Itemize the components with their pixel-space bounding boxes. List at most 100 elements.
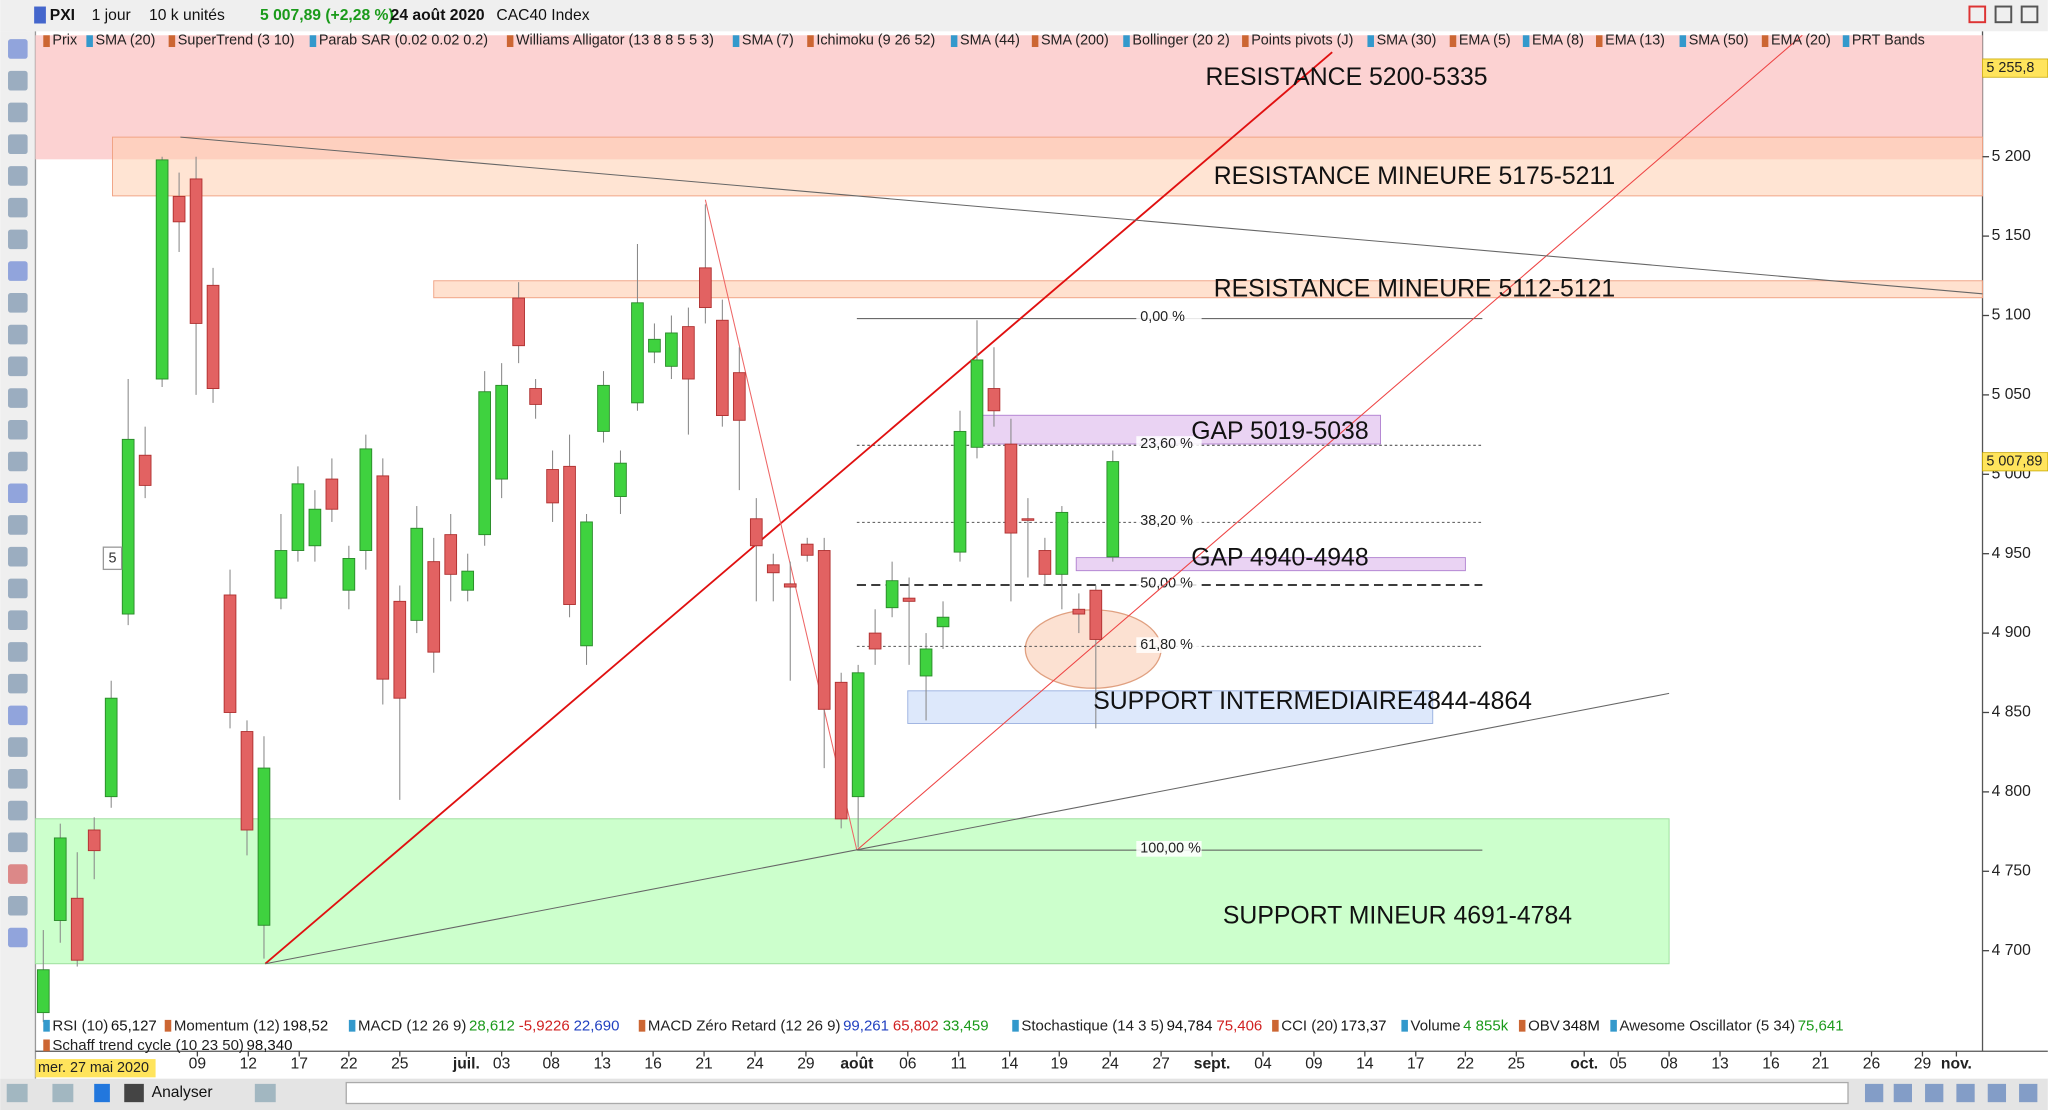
zone-label: RESISTANCE 5200-5335 [1206, 64, 1488, 91]
tool-icon[interactable] [8, 832, 28, 853]
tool-icon[interactable] [8, 864, 28, 884]
bottom-icon[interactable] [1893, 1083, 1912, 1103]
indicator-name[interactable]: SMA (50) [1689, 32, 1749, 48]
tool-icon[interactable] [8, 134, 28, 154]
indicator-name[interactable]: Bollinger (20 2) [1132, 32, 1229, 48]
tool-icon[interactable] [8, 483, 28, 504]
indicator-value: 75,641 [1798, 1017, 1844, 1034]
indicator-name[interactable]: Awesome Oscillator (5 34) [1619, 1017, 1795, 1034]
window-icon[interactable] [1994, 5, 2013, 24]
indicator-name[interactable]: MACD Zéro Retard (12 26 9) [648, 1017, 841, 1034]
indicator-name[interactable]: SMA (30) [1377, 32, 1437, 48]
indicator-name[interactable]: EMA (5) [1459, 32, 1511, 48]
tool-icon[interactable] [8, 197, 28, 218]
analyse-icon[interactable] [124, 1083, 144, 1103]
tool-icon[interactable] [8, 324, 28, 345]
candle-body [87, 829, 101, 852]
toolbar-period[interactable]: 1 jour [92, 7, 131, 24]
indicator-name[interactable]: Volume [1411, 1017, 1461, 1034]
tool-icon[interactable] [8, 293, 28, 313]
tool-icon[interactable] [8, 800, 28, 821]
bottom-icon[interactable] [52, 1083, 74, 1103]
x-tick-label: 14 [1001, 1055, 1019, 1072]
tool-icon[interactable] [8, 578, 28, 599]
tool-icon[interactable] [8, 70, 28, 91]
indicator-name[interactable]: Momentum (12) [174, 1017, 280, 1034]
indicator-name[interactable]: Ichimoku (9 26 52) [816, 32, 935, 48]
indicator-name[interactable]: OBV [1528, 1017, 1560, 1034]
candle-body [783, 583, 797, 588]
bottom-icon[interactable] [254, 1083, 276, 1103]
tool-icon[interactable] [8, 642, 28, 662]
tool-icon[interactable] [8, 673, 28, 694]
y-tick-label: 5 200 [1992, 148, 2031, 165]
indicator-name[interactable]: Prix [52, 32, 78, 48]
indicator-name[interactable]: EMA (20) [1771, 32, 1831, 48]
indicator-swatch [1401, 1019, 1408, 1032]
x-tick-label: 09 [189, 1055, 206, 1072]
tool-icon[interactable] [8, 166, 28, 186]
indicator-name[interactable]: Schaff trend cycle (10 23 50) [52, 1037, 244, 1054]
tool-icon[interactable] [8, 261, 28, 281]
x-tick-label: nov. [1941, 1055, 1972, 1072]
analyse-icon[interactable] [94, 1083, 110, 1103]
analyse-button[interactable]: Analyser [152, 1084, 213, 1101]
indicator-name[interactable]: RSI (10) [52, 1017, 108, 1034]
indicator-name[interactable]: CCI (20) [1281, 1017, 1338, 1034]
indicator-name[interactable]: PRT Bands [1852, 32, 1925, 48]
window-icon[interactable] [1968, 5, 1987, 24]
bottom-icon[interactable] [1987, 1083, 2007, 1103]
bottom-icon[interactable] [1864, 1083, 1884, 1103]
window-icon[interactable] [2020, 5, 2039, 24]
x-tick-label: 13 [593, 1055, 611, 1072]
tool-icon[interactable] [8, 705, 28, 726]
tool-icon[interactable] [8, 419, 28, 440]
trend-line [265, 692, 1670, 965]
indicator-name[interactable]: SuperTrend (3 10) [178, 32, 295, 48]
indicator-name[interactable]: MACD (12 26 9) [358, 1017, 466, 1034]
bottom-icon[interactable] [6, 1083, 28, 1103]
indicator-name[interactable]: Parab SAR (0.02 0.02 0.2) [319, 32, 488, 48]
toolbar-symbol[interactable]: PXI [50, 7, 75, 24]
tool-icon[interactable] [8, 546, 28, 567]
bottom-icon[interactable] [2019, 1083, 2038, 1103]
bottom-icon[interactable] [1925, 1083, 1944, 1103]
tool-icon[interactable] [8, 927, 28, 948]
tool-icon[interactable] [8, 451, 28, 472]
tool-icon[interactable] [8, 610, 28, 630]
bottom-icon[interactable] [1956, 1083, 1975, 1103]
indicator-name[interactable]: SMA (44) [960, 32, 1020, 48]
tool-icon[interactable] [8, 39, 28, 59]
candle-body [597, 384, 610, 432]
tool-icon[interactable] [8, 895, 28, 916]
indicator-name[interactable]: SMA (20) [96, 32, 156, 48]
indicator-name[interactable]: Stochastique (14 3 5) [1021, 1017, 1164, 1034]
indicator-swatch [1610, 1019, 1617, 1032]
indicator-name[interactable]: EMA (13) [1605, 32, 1665, 48]
tool-icon[interactable] [8, 737, 28, 757]
candle-body [308, 508, 322, 547]
tool-icon[interactable] [8, 356, 28, 377]
candle-body [257, 767, 271, 926]
candle-body [699, 267, 712, 309]
candle-body [732, 372, 746, 421]
y-tick-label: 4 950 [1992, 545, 2031, 562]
indicator-name[interactable]: EMA (8) [1532, 32, 1584, 48]
scrollbar [345, 1081, 1849, 1105]
indicator-name[interactable]: SMA (200) [1041, 32, 1109, 48]
tool-icon[interactable] [8, 388, 28, 408]
indicator-value: 4 855k [1463, 1017, 1509, 1034]
indicator-name[interactable]: Points pivots (J) [1251, 32, 1353, 48]
tool-icon[interactable] [8, 102, 28, 123]
indicator-name[interactable]: SMA (7) [742, 32, 794, 48]
fibonacci-label-bg [1136, 309, 1202, 326]
candle-body [1055, 511, 1069, 575]
indicator-name[interactable]: Williams Alligator (13 8 8 5 5 3) [516, 32, 714, 48]
indicator-value: 33,459 [943, 1017, 989, 1034]
tool-icon[interactable] [8, 769, 28, 789]
candle-body [563, 465, 576, 605]
tool-icon[interactable] [8, 515, 28, 535]
tool-icon[interactable] [8, 229, 28, 250]
toolbar-units[interactable]: 10 k unités [149, 7, 225, 24]
fibonacci-label-bg [1136, 575, 1202, 592]
